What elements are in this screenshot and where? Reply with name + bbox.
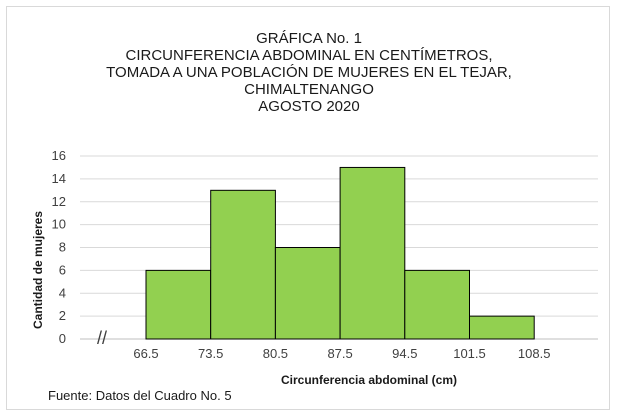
x-tick-label: 101.5 [453, 346, 486, 361]
histogram-bar-94.5-101.5 [404, 269, 470, 340]
histogram-bar-80.5-87.5 [274, 247, 341, 340]
title-line-3: TOMADA A UNA POBLACIÓN DE MUJERES EN EL … [106, 64, 512, 81]
x-axis-ticks: 66.5 73.5 80.5 87.5 94.5 101.5 108.5 [133, 346, 550, 361]
y-tick-label: 8 [59, 240, 66, 255]
histogram-bar-73.5-80.5 [210, 189, 276, 340]
x-tick-label: 66.5 [133, 346, 158, 361]
chart-frame [6, 6, 610, 410]
x-tick-label: 80.5 [263, 346, 288, 361]
axis-break-mark: // [97, 328, 107, 348]
bars [145, 166, 535, 340]
x-axis-title: Circunferencia abdominal (cm) [281, 373, 457, 387]
y-tick-label: 10 [52, 217, 66, 232]
x-tick-label: 94.5 [392, 346, 417, 361]
y-tick-label: 14 [52, 171, 66, 186]
x-tick-label: 108.5 [518, 346, 551, 361]
title-line-1: GRÁFICA No. 1 [256, 30, 362, 47]
y-tick-label: 6 [59, 262, 66, 277]
title-line-5: AGOSTO 2020 [258, 98, 360, 115]
title-line-2: CIRCUNFERENCIA ABDOMINAL EN CENTÍMETROS, [125, 47, 493, 64]
x-tick-label: 87.5 [327, 346, 352, 361]
y-tick-label: 0 [59, 331, 66, 346]
y-axis-ticks: 0 2 4 6 8 10 12 14 16 [52, 148, 66, 346]
title-line-4: CHIMALTENANGO [244, 81, 374, 98]
source-note: Fuente: Datos del Cuadro No. 5 [48, 388, 232, 403]
y-tick-label: 2 [59, 308, 66, 323]
histogram-bar-66.5-73.5 [145, 269, 212, 340]
x-tick-label: 73.5 [198, 346, 223, 361]
histogram-bar-101.5-108.5 [469, 315, 535, 340]
y-tick-label: 16 [52, 148, 66, 163]
y-tick-label: 12 [52, 194, 66, 209]
y-axis-title: Cantidad de mujeres [31, 211, 45, 329]
y-tick-label: 4 [59, 285, 66, 300]
chart-title: GRÁFICA No. 1 CIRCUNFERENCIA ABDOMINAL E… [0, 30, 618, 115]
histogram-bar-87.5-94.5 [339, 166, 406, 340]
